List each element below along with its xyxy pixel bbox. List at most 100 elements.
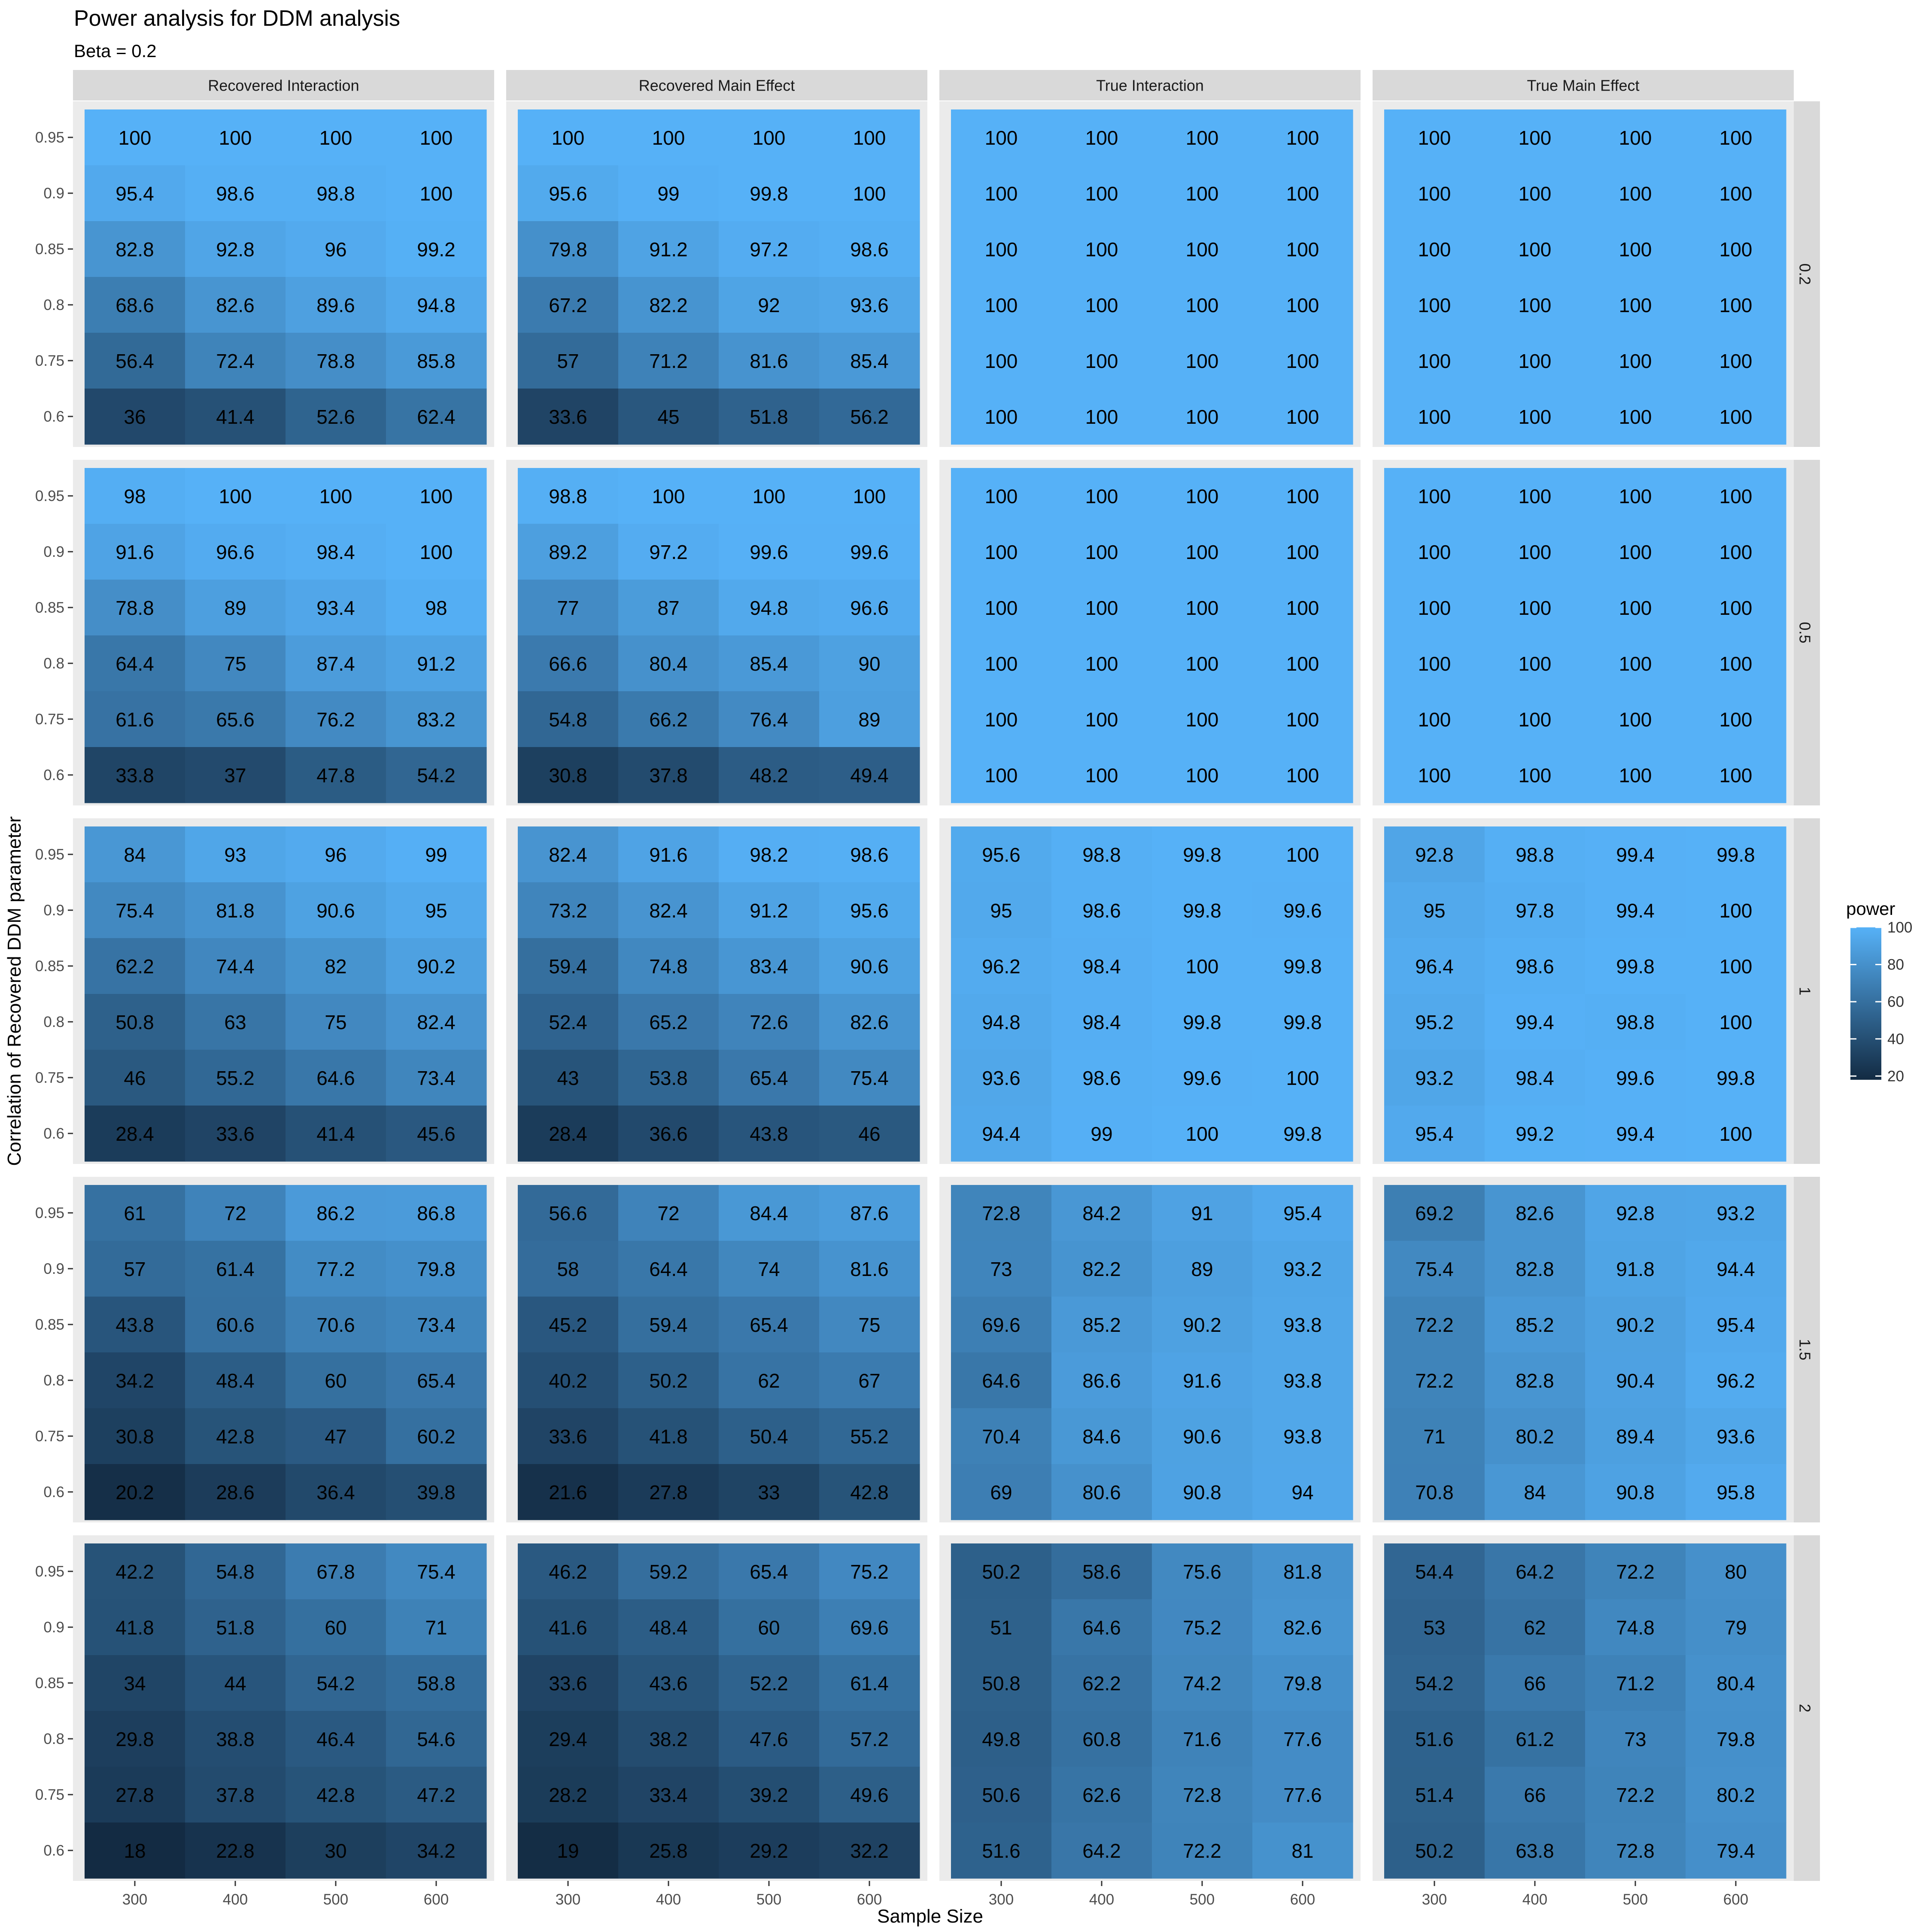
- cell-value-label: 87.4: [316, 653, 355, 675]
- cell-value-label: 81: [1291, 1840, 1313, 1862]
- heatmap-cell: [1585, 277, 1686, 333]
- cell-value-label: 99: [657, 182, 679, 205]
- heatmap-cell: [1384, 691, 1485, 747]
- heatmap-cell: [1485, 1655, 1586, 1711]
- cell-value-label: 98.8: [1516, 844, 1554, 866]
- cell-value-label: 61.6: [115, 708, 154, 731]
- cell-value-label: 100: [1619, 406, 1652, 428]
- heatmap-cell: [286, 109, 386, 166]
- heatmap-cell: [1384, 221, 1485, 277]
- cell-value-label: 100: [1286, 597, 1319, 619]
- heatmap-cell: [1686, 165, 1786, 222]
- x-tick-label: 300: [1422, 1891, 1447, 1908]
- heatmap-cell: [518, 1543, 619, 1600]
- heatmap-cell: [518, 826, 619, 883]
- heatmap-cell: [85, 1352, 185, 1409]
- cell-value-label: 100: [1719, 1011, 1753, 1033]
- cell-value-label: 100: [1186, 708, 1219, 731]
- cell-value-label: 95: [425, 899, 447, 922]
- cell-value-label: 98.4: [1516, 1067, 1554, 1089]
- y-tick-label: 0.8: [43, 1372, 64, 1389]
- heatmap-cell: [286, 938, 386, 994]
- cell-value-label: 99.4: [1516, 1011, 1554, 1033]
- heatmap-cell: [1384, 1543, 1485, 1600]
- cell-value-label: 51.8: [216, 1616, 255, 1639]
- cell-value-label: 52.6: [316, 406, 355, 428]
- heatmap-cell: [286, 1655, 386, 1711]
- cell-value-label: 49.6: [850, 1784, 889, 1806]
- cell-value-label: 33.6: [216, 1123, 255, 1145]
- heatmap-cell: [286, 826, 386, 883]
- cell-value-label: 57: [124, 1258, 146, 1280]
- heatmap-cell: [386, 468, 487, 524]
- cell-value-label: 95.6: [982, 844, 1021, 866]
- cell-value-label: 71.6: [1183, 1728, 1221, 1750]
- cell-value-label: 50.2: [982, 1561, 1021, 1583]
- heatmap-cell: [85, 882, 185, 939]
- heatmap-cell: [286, 165, 386, 222]
- heatmap-cell: [719, 109, 820, 166]
- heatmap-cell: [386, 1655, 487, 1711]
- cell-value-label: 28.2: [549, 1784, 587, 1806]
- cell-value-label: 100: [1418, 182, 1451, 205]
- cell-value-label: 100: [1619, 653, 1652, 675]
- heatmap-cell: [1384, 1711, 1485, 1767]
- cell-value-label: 78.8: [316, 350, 355, 372]
- cell-value-label: 90.8: [1616, 1481, 1655, 1504]
- heatmap-cell: [1051, 1106, 1152, 1162]
- cell-value-label: 100: [853, 127, 886, 149]
- cell-value-label: 87.6: [850, 1202, 889, 1224]
- x-tick-label: 500: [756, 1891, 781, 1908]
- heatmap-cell: [185, 826, 286, 883]
- cell-value-label: 93.2: [1415, 1067, 1454, 1089]
- cell-value-label: 100: [1519, 597, 1552, 619]
- cell-value-label: 30.8: [549, 764, 587, 787]
- cell-value-label: 82.6: [1516, 1202, 1554, 1224]
- heatmap-cell: [1051, 524, 1152, 580]
- cell-value-label: 73: [990, 1258, 1012, 1280]
- cell-value-label: 82.6: [1283, 1616, 1322, 1639]
- heatmap-cell: [1686, 1185, 1786, 1241]
- heatmap-cell: [85, 468, 185, 524]
- cell-value-label: 29.8: [115, 1728, 154, 1750]
- heatmap-cell: [1051, 1464, 1152, 1520]
- cell-value-label: 90.6: [316, 899, 355, 922]
- heatmap-cell: [1485, 691, 1586, 747]
- heatmap-cell: [185, 389, 286, 445]
- cell-value-label: 84.4: [750, 1202, 788, 1224]
- heatmap-cell: [1686, 389, 1786, 445]
- cell-value-label: 39.8: [417, 1481, 456, 1504]
- cell-value-label: 99.8: [1183, 899, 1221, 922]
- cell-value-label: 76.2: [316, 708, 355, 731]
- cell-value-label: 58.8: [417, 1672, 456, 1695]
- heatmap-cell: [386, 1241, 487, 1297]
- heatmap-cell: [1384, 882, 1485, 939]
- cell-value-label: 100: [1286, 238, 1319, 261]
- heatmap-cell: [1051, 165, 1152, 222]
- heatmap-cell: [951, 1767, 1052, 1823]
- x-tick-label: 400: [1522, 1891, 1547, 1908]
- cell-value-label: 98: [425, 597, 447, 619]
- heatmap-cell: [386, 1050, 487, 1106]
- heatmap-cell: [185, 580, 286, 636]
- heatmap-cell: [1051, 109, 1152, 166]
- heatmap-cell: [1585, 333, 1686, 389]
- heatmap-cell: [1384, 468, 1485, 524]
- heatmap-cell: [1384, 109, 1485, 166]
- heatmap-cell: [618, 1711, 719, 1767]
- heatmap-cell: [286, 1297, 386, 1353]
- cell-value-label: 46: [858, 1123, 880, 1145]
- cell-value-label: 62: [758, 1370, 780, 1392]
- heatmap-cell: [1152, 277, 1253, 333]
- heatmap-cell: [1152, 1106, 1253, 1162]
- heatmap-cell: [1051, 277, 1152, 333]
- heatmap-cell: [819, 994, 920, 1050]
- cell-value-label: 62.4: [417, 406, 456, 428]
- heatmap-cell: [819, 333, 920, 389]
- cell-value-label: 100: [1286, 844, 1319, 866]
- cell-value-label: 93.8: [1283, 1314, 1322, 1336]
- heatmap-cell: [386, 1408, 487, 1464]
- heatmap-cell: [85, 1464, 185, 1520]
- cell-value-label: 93.6: [1716, 1425, 1755, 1448]
